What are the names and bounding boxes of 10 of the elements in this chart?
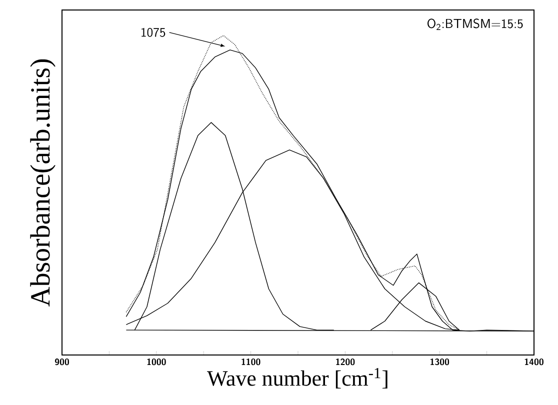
y-axis-title: Absorbance(arb.units) xyxy=(30,59,56,307)
text: O$_{2}$:BTMSM=15:5 xyxy=(428,18,523,30)
x-axis-title: Wave number [cm$^{-1}$] xyxy=(207,368,388,389)
x-tick-label: 1100 xyxy=(242,358,260,366)
annotation: 1075 xyxy=(142,28,166,37)
x-tick-label: 1000 xyxy=(147,358,166,366)
x-tick-label: 900 xyxy=(55,358,69,366)
x-tick-label: 1300 xyxy=(430,358,450,366)
x-tick-label: 1200 xyxy=(336,358,355,366)
x-tick-label: 1400 xyxy=(524,358,544,366)
